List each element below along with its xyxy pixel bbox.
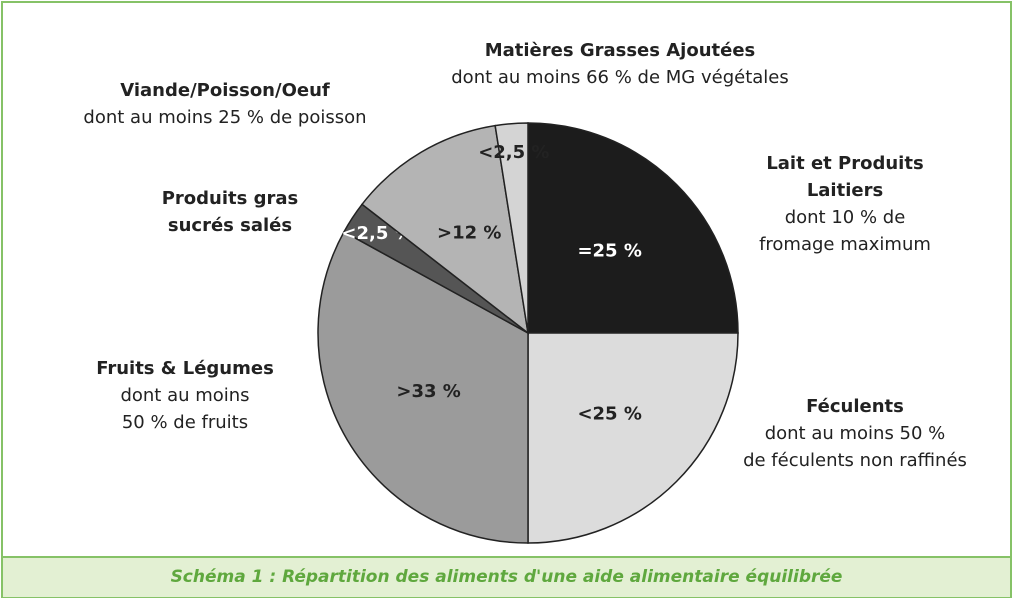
- category-note: 50 % de fruits: [121, 412, 249, 433]
- value-label: <25 %: [577, 404, 641, 425]
- category-label: Matières Grasses Ajoutées dont au moins 6…: [410, 37, 830, 91]
- category-label: Fruits & Légumes dont au moins 50 % de fru…: [75, 355, 295, 436]
- category-note: fromage maximum: [759, 234, 931, 255]
- category-note: dont au moins 25 % de poisson: [83, 107, 367, 128]
- value-label: <2,5 %: [478, 142, 549, 163]
- category-label: Produits gras sucrés salés: [145, 185, 315, 239]
- chart: =25 %<25 %>33 %<2,5 % >12 %<2,5 %: [317, 122, 739, 544]
- category-name: Viande/Poisson/Oeuf: [120, 80, 330, 101]
- pie-slice: [361, 124, 530, 335]
- category-note: dont au moins 50 %: [764, 423, 946, 444]
- category-note: dont 10 % de: [784, 207, 906, 228]
- category-note: de féculents non raffinés: [743, 450, 967, 471]
- category-name: Fruits & Légumes: [96, 358, 274, 379]
- category-note: dont au moins: [120, 385, 250, 406]
- category-label: Lait et Produits Laitiers dont 10 % de fro…: [745, 150, 945, 258]
- category-note: dont au moins 66 % de MG végétales: [451, 67, 789, 88]
- value-label: >12 %: [437, 223, 501, 244]
- category-label: Viande/Poisson/Oeuf dont au moins 25 % de…: [55, 77, 395, 131]
- category-name: Féculents: [806, 396, 904, 417]
- value-label: >33 %: [396, 381, 460, 402]
- pie-slice: [527, 332, 739, 544]
- category-name: Lait et Produits Laitiers: [766, 153, 924, 201]
- category-name: Produits gras sucrés salés: [161, 188, 299, 236]
- pie-slice: [494, 122, 529, 334]
- pie-slice: [317, 230, 529, 544]
- category-label: Féculents dont au moins 50 % de féculents …: [725, 393, 985, 474]
- pie-slice: [527, 122, 739, 334]
- caption: Schéma 1 : Répartition des aliments d'un…: [3, 556, 1010, 597]
- category-name: Matières Grasses Ajoutées: [484, 40, 756, 61]
- value-label: =25 %: [577, 240, 641, 261]
